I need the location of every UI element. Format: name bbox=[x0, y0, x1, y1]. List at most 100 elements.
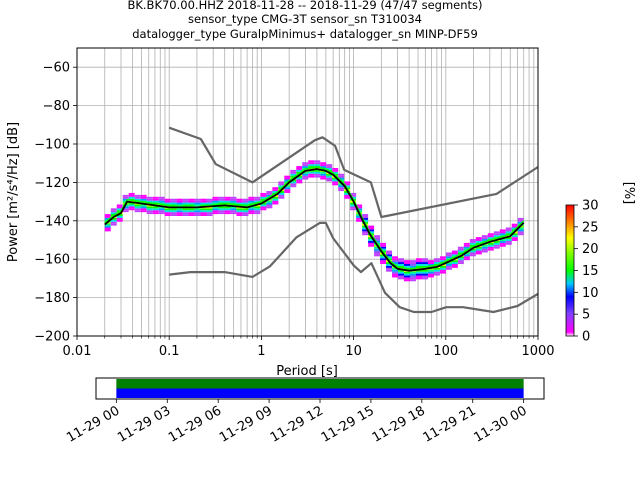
pdf-cell bbox=[386, 250, 393, 253]
pdf-cell bbox=[206, 208, 213, 211]
pdf-cell bbox=[499, 244, 506, 247]
pdf-cell bbox=[176, 198, 183, 201]
pdf-cell bbox=[158, 200, 165, 203]
pdf-cell bbox=[302, 171, 309, 174]
pdf-cell bbox=[457, 248, 464, 251]
pdf-cell bbox=[176, 204, 183, 207]
y-tick-label: −100 bbox=[34, 138, 70, 153]
pdf-cell bbox=[284, 185, 291, 188]
pdf-cell bbox=[368, 242, 375, 245]
pdf-cell bbox=[170, 212, 177, 215]
pdf-cell bbox=[170, 210, 177, 213]
pdf-cell bbox=[182, 212, 189, 215]
pdf-cell bbox=[152, 206, 159, 209]
pdf-cell bbox=[104, 216, 111, 218]
pdf-cell bbox=[511, 239, 518, 241]
pdf-cell bbox=[242, 202, 249, 205]
pdf-cell bbox=[457, 262, 464, 264]
pdf-cell bbox=[296, 181, 303, 184]
pdf-cell bbox=[404, 277, 410, 280]
pdf-cell bbox=[182, 208, 189, 211]
pdf-cell bbox=[176, 208, 183, 211]
series-mean bbox=[104, 168, 525, 272]
pdf-cell bbox=[200, 208, 207, 211]
pdf-cell bbox=[481, 235, 488, 238]
pdf-cell bbox=[368, 237, 375, 240]
pdf-cell bbox=[104, 214, 111, 216]
pdf-cell bbox=[206, 210, 213, 213]
pdf-cell bbox=[421, 258, 428, 261]
pdf-cell bbox=[350, 202, 357, 205]
pdf-cell bbox=[511, 227, 518, 230]
pdf-cell bbox=[475, 237, 482, 240]
pdf-cell bbox=[433, 262, 440, 264]
pdf-cell bbox=[457, 250, 464, 253]
pdf-cell bbox=[356, 204, 363, 207]
pdf-cell bbox=[140, 206, 147, 209]
pdf-cell bbox=[374, 248, 381, 251]
pdf-cell bbox=[248, 202, 255, 205]
pdf-cell bbox=[332, 171, 339, 174]
pdf-cell bbox=[433, 273, 440, 276]
pdf-cell bbox=[457, 260, 464, 263]
pdf-cell bbox=[254, 212, 261, 215]
pdf-cell bbox=[332, 177, 339, 180]
pdf-cell bbox=[392, 258, 399, 261]
x-tick-label: 10 bbox=[345, 344, 362, 359]
pdf-cell bbox=[451, 264, 458, 266]
pdf-cell bbox=[242, 200, 249, 203]
pdf-cell bbox=[188, 208, 195, 211]
pdf-cell bbox=[457, 256, 464, 259]
pdf-cell bbox=[487, 244, 494, 247]
pdf-cell bbox=[164, 210, 171, 213]
pdf-cell bbox=[188, 212, 195, 215]
pdf-cell bbox=[362, 231, 369, 234]
pdf-cell bbox=[254, 198, 261, 201]
series-noise-model-high bbox=[168, 126, 538, 219]
pdf-cell bbox=[332, 168, 339, 170]
pdf-cell bbox=[200, 204, 207, 207]
pdf-cell bbox=[200, 210, 207, 213]
pdf-cell bbox=[398, 262, 405, 264]
pdf-cell bbox=[505, 231, 512, 234]
pdf-cell bbox=[499, 242, 506, 245]
colorbar bbox=[565, 204, 575, 337]
pdf-cell bbox=[398, 269, 405, 272]
pdf-cell bbox=[332, 179, 339, 182]
pdf-cell bbox=[362, 214, 369, 216]
pdf-cell bbox=[439, 267, 446, 270]
pdf-cell bbox=[230, 206, 237, 209]
pdf-cell bbox=[212, 208, 219, 211]
pdf-cell bbox=[469, 239, 476, 241]
y-tick-label: −60 bbox=[43, 61, 70, 76]
pdf-cell bbox=[188, 214, 195, 216]
series-mode bbox=[104, 166, 525, 270]
pdf-cell bbox=[242, 198, 249, 201]
coverage-bar-top bbox=[116, 379, 524, 389]
pdf-cell bbox=[188, 204, 195, 207]
pdf-cell bbox=[392, 273, 399, 276]
pdf-cell bbox=[290, 183, 297, 186]
series-lines bbox=[104, 126, 538, 314]
pdf-cell bbox=[212, 206, 219, 209]
pdf-cell bbox=[356, 219, 363, 222]
pdf-cell bbox=[427, 275, 434, 278]
pdf-cell bbox=[284, 175, 291, 178]
pdf-cell bbox=[439, 269, 446, 272]
colorbar-tick-label: 20 bbox=[582, 242, 599, 257]
pdf-cell bbox=[350, 206, 357, 209]
pdf-cell bbox=[134, 198, 141, 201]
pdf-cell bbox=[308, 166, 315, 168]
pdf-cell bbox=[134, 206, 141, 209]
pdf-cell bbox=[110, 217, 117, 220]
pdf-cell bbox=[487, 242, 494, 245]
pdf-cell bbox=[386, 265, 393, 268]
pdf-cell bbox=[386, 252, 393, 255]
pdf-cell bbox=[146, 206, 153, 209]
pdf-cell bbox=[392, 269, 399, 272]
pdf-cell bbox=[260, 206, 267, 209]
pdf-cell bbox=[398, 260, 405, 263]
pdf-cell bbox=[308, 168, 315, 170]
pdf-cell bbox=[146, 210, 153, 213]
